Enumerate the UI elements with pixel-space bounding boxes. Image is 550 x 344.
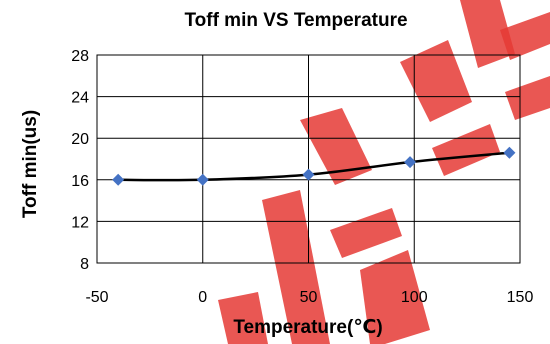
x-tick-label: 0 bbox=[198, 289, 207, 306]
y-tick-label: 8 bbox=[80, 256, 89, 273]
chart-title: Toff min VS Temperature bbox=[184, 10, 407, 31]
watermark-stroke bbox=[262, 190, 330, 344]
x-tick-label: 100 bbox=[401, 289, 428, 306]
y-tick-label: 20 bbox=[71, 131, 89, 148]
data-point-marker bbox=[302, 168, 315, 181]
y-axis-title: Toff min(us) bbox=[20, 110, 41, 218]
y-tick-label: 16 bbox=[71, 173, 89, 190]
data-point-marker bbox=[503, 146, 516, 159]
data-point-marker bbox=[404, 156, 417, 169]
watermark-stroke bbox=[432, 124, 500, 176]
watermark-stroke bbox=[218, 292, 268, 344]
plot-area bbox=[96, 54, 521, 264]
x-tick-label: 50 bbox=[300, 289, 318, 306]
x-tick-label: 150 bbox=[507, 289, 534, 306]
data-point-marker bbox=[196, 173, 209, 186]
y-tick-label: 28 bbox=[71, 48, 89, 65]
x-axis-ticks: -50 0 50 100 150 bbox=[85, 289, 533, 306]
y-axis-ticks: 8 12 16 20 24 28 bbox=[71, 48, 89, 273]
data-point-marker bbox=[112, 173, 125, 186]
x-axis-title: Temperature(℃) bbox=[233, 317, 382, 338]
watermark-stroke bbox=[300, 108, 372, 185]
x-tick-label: -50 bbox=[85, 289, 108, 306]
watermark-stroke bbox=[330, 208, 402, 258]
watermark-stroke bbox=[400, 40, 472, 122]
watermark-stroke bbox=[505, 76, 550, 120]
watermark bbox=[218, 0, 550, 344]
watermark-stroke bbox=[500, 12, 550, 60]
data-markers bbox=[112, 146, 516, 186]
watermark-stroke bbox=[460, 0, 515, 68]
y-tick-label: 12 bbox=[71, 214, 89, 231]
y-tick-label: 24 bbox=[71, 90, 89, 107]
watermark-stroke bbox=[360, 250, 430, 344]
